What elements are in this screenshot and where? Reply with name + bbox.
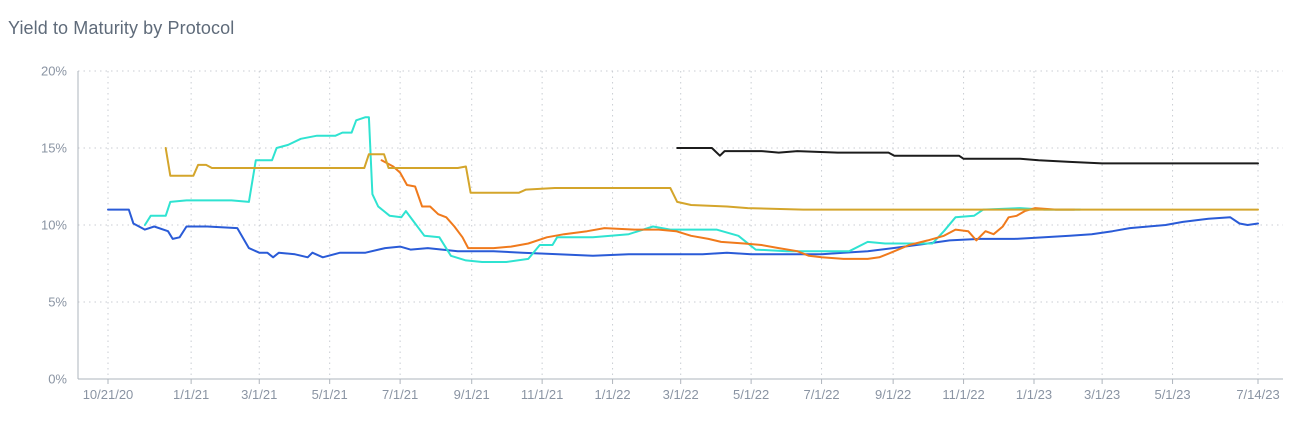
series-line-1 [107, 208, 1259, 259]
x-tick-label: 9/1/22 [875, 387, 911, 402]
series-line-4 [164, 147, 1259, 211]
y-tick-label: 5% [48, 295, 67, 310]
x-tick-label: 1/1/23 [1016, 387, 1052, 402]
series-line-5 [676, 147, 1259, 165]
x-tick-label: 3/1/23 [1084, 387, 1120, 402]
x-tick-label: 7/1/21 [382, 387, 418, 402]
x-tick-label: 1/1/22 [594, 387, 630, 402]
axes [77, 71, 1283, 384]
x-tick-label: 9/1/21 [454, 387, 490, 402]
y-tick-label: 0% [48, 372, 67, 387]
series-line-2 [143, 116, 1082, 263]
x-tick-label: 11/1/22 [942, 387, 984, 402]
chart-title: Yield to Maturity by Protocol [8, 18, 235, 38]
tick-labels: 0% 5% 10% 15% 20% 10/21/20 1/1/21 3/1/21 5/1/21 7… [41, 64, 1280, 403]
x-tick-label: 3/1/22 [663, 387, 699, 402]
x-tick-label: 7/1/22 [803, 387, 839, 402]
grid [78, 70, 1283, 379]
x-tick-label: 10/21/20 [83, 387, 134, 402]
y-tick-label: 15% [41, 141, 67, 156]
x-tick-label: 11/1/21 [521, 387, 563, 402]
x-tick-label: 5/1/23 [1154, 387, 1190, 402]
x-tick-label: 7/14/23 [1236, 387, 1279, 402]
y-tick-label: 10% [41, 218, 67, 233]
x-tick-label: 5/1/22 [733, 387, 769, 402]
y-tick-label: 20% [41, 64, 67, 79]
series-lines [107, 116, 1259, 263]
x-tick-label: 3/1/21 [241, 387, 277, 402]
x-tick-label: 5/1/21 [312, 387, 348, 402]
x-tick-label: 1/1/21 [173, 387, 209, 402]
series-line-3 [380, 159, 1076, 260]
